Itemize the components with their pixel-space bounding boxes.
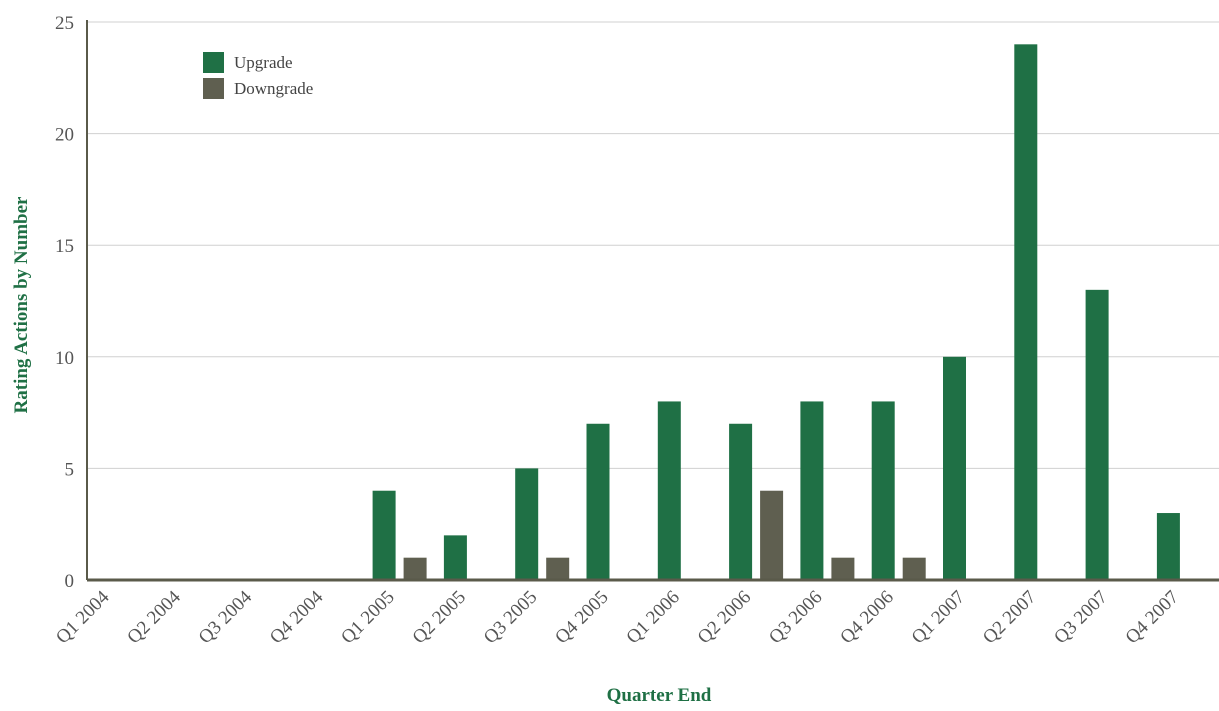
bar-downgrade-q1-2006 [831,557,855,580]
bar-upgrade-q4-2006 [1014,44,1038,580]
bar-downgrade-q4-2005 [760,490,784,580]
bar-downgrade-q3-2004 [403,557,427,580]
x-tick-label: Q3 2007 [1050,587,1112,649]
axes [86,20,1219,582]
y-tick-label: 15 [55,236,74,257]
y-tick-label: 5 [65,459,75,480]
x-tick-label: Q4 2004 [266,586,328,648]
y-tick-label: 20 [55,125,74,146]
bar-upgrade-q1-2007 [1085,289,1109,580]
x-tick-label: Q2 2004 [123,586,185,648]
x-tick-label: Q3 2006 [765,587,827,649]
bar-upgrade-q1-2005 [515,468,539,580]
x-tick-labels: Q1 2004 Q2 2004 Q3 2004 Q4 2004 Q1 2005 Q2 20… [52,586,1183,648]
bar-upgrade-q4-2005 [729,423,753,580]
bar-downgrade-q1-2005 [546,557,570,580]
legend-label-upgrade: Upgrade [234,53,293,72]
bar-upgrade-q3-2006 [943,356,966,580]
x-tick-label: Q2 2005 [409,587,471,649]
bar-upgrade-q2-2006 [871,401,895,580]
bar-upgrade-q2-2005 [586,423,610,580]
bar-upgrade-q3-2004 [372,490,396,580]
x-tick-label: Q3 2004 [195,586,257,648]
x-axis-title: Quarter End [607,685,712,706]
bars [372,44,1180,580]
x-tick-label: Q4 2005 [551,587,613,649]
bar-downgrade-q2-2006 [902,557,926,580]
y-tick-label: 10 [55,348,74,369]
y-tick-label: 25 [55,13,74,34]
bar-upgrade-q1-2006 [800,401,824,580]
bar-upgrade-q2-2007 [1156,513,1180,580]
x-tick-label: Q4 2007 [1122,587,1184,649]
x-tick-label: Q1 2004 [52,586,114,648]
x-tick-label: Q1 2007 [908,587,970,649]
x-tick-label: Q2 2007 [979,587,1041,649]
y-tick-labels: 0 5 10 15 20 25 [55,13,74,592]
x-tick-label: Q3 2005 [480,587,542,649]
legend: Upgrade Downgrade [203,52,313,99]
bar-upgrade-q3-2005 [657,401,681,580]
x-tick-label: Q2 2006 [694,587,756,649]
legend-swatch-downgrade [203,78,224,99]
x-tick-label: Q1 2006 [622,587,684,649]
x-tick-label: Q1 2005 [337,587,399,649]
legend-swatch-upgrade [203,52,224,73]
bar-upgrade-q4-2004 [443,535,467,580]
y-axis-title: Rating Actions by Number [11,196,32,413]
legend-label-downgrade: Downgrade [234,79,313,98]
x-tick-label: Q4 2006 [836,587,898,649]
y-tick-label: 0 [65,571,75,592]
